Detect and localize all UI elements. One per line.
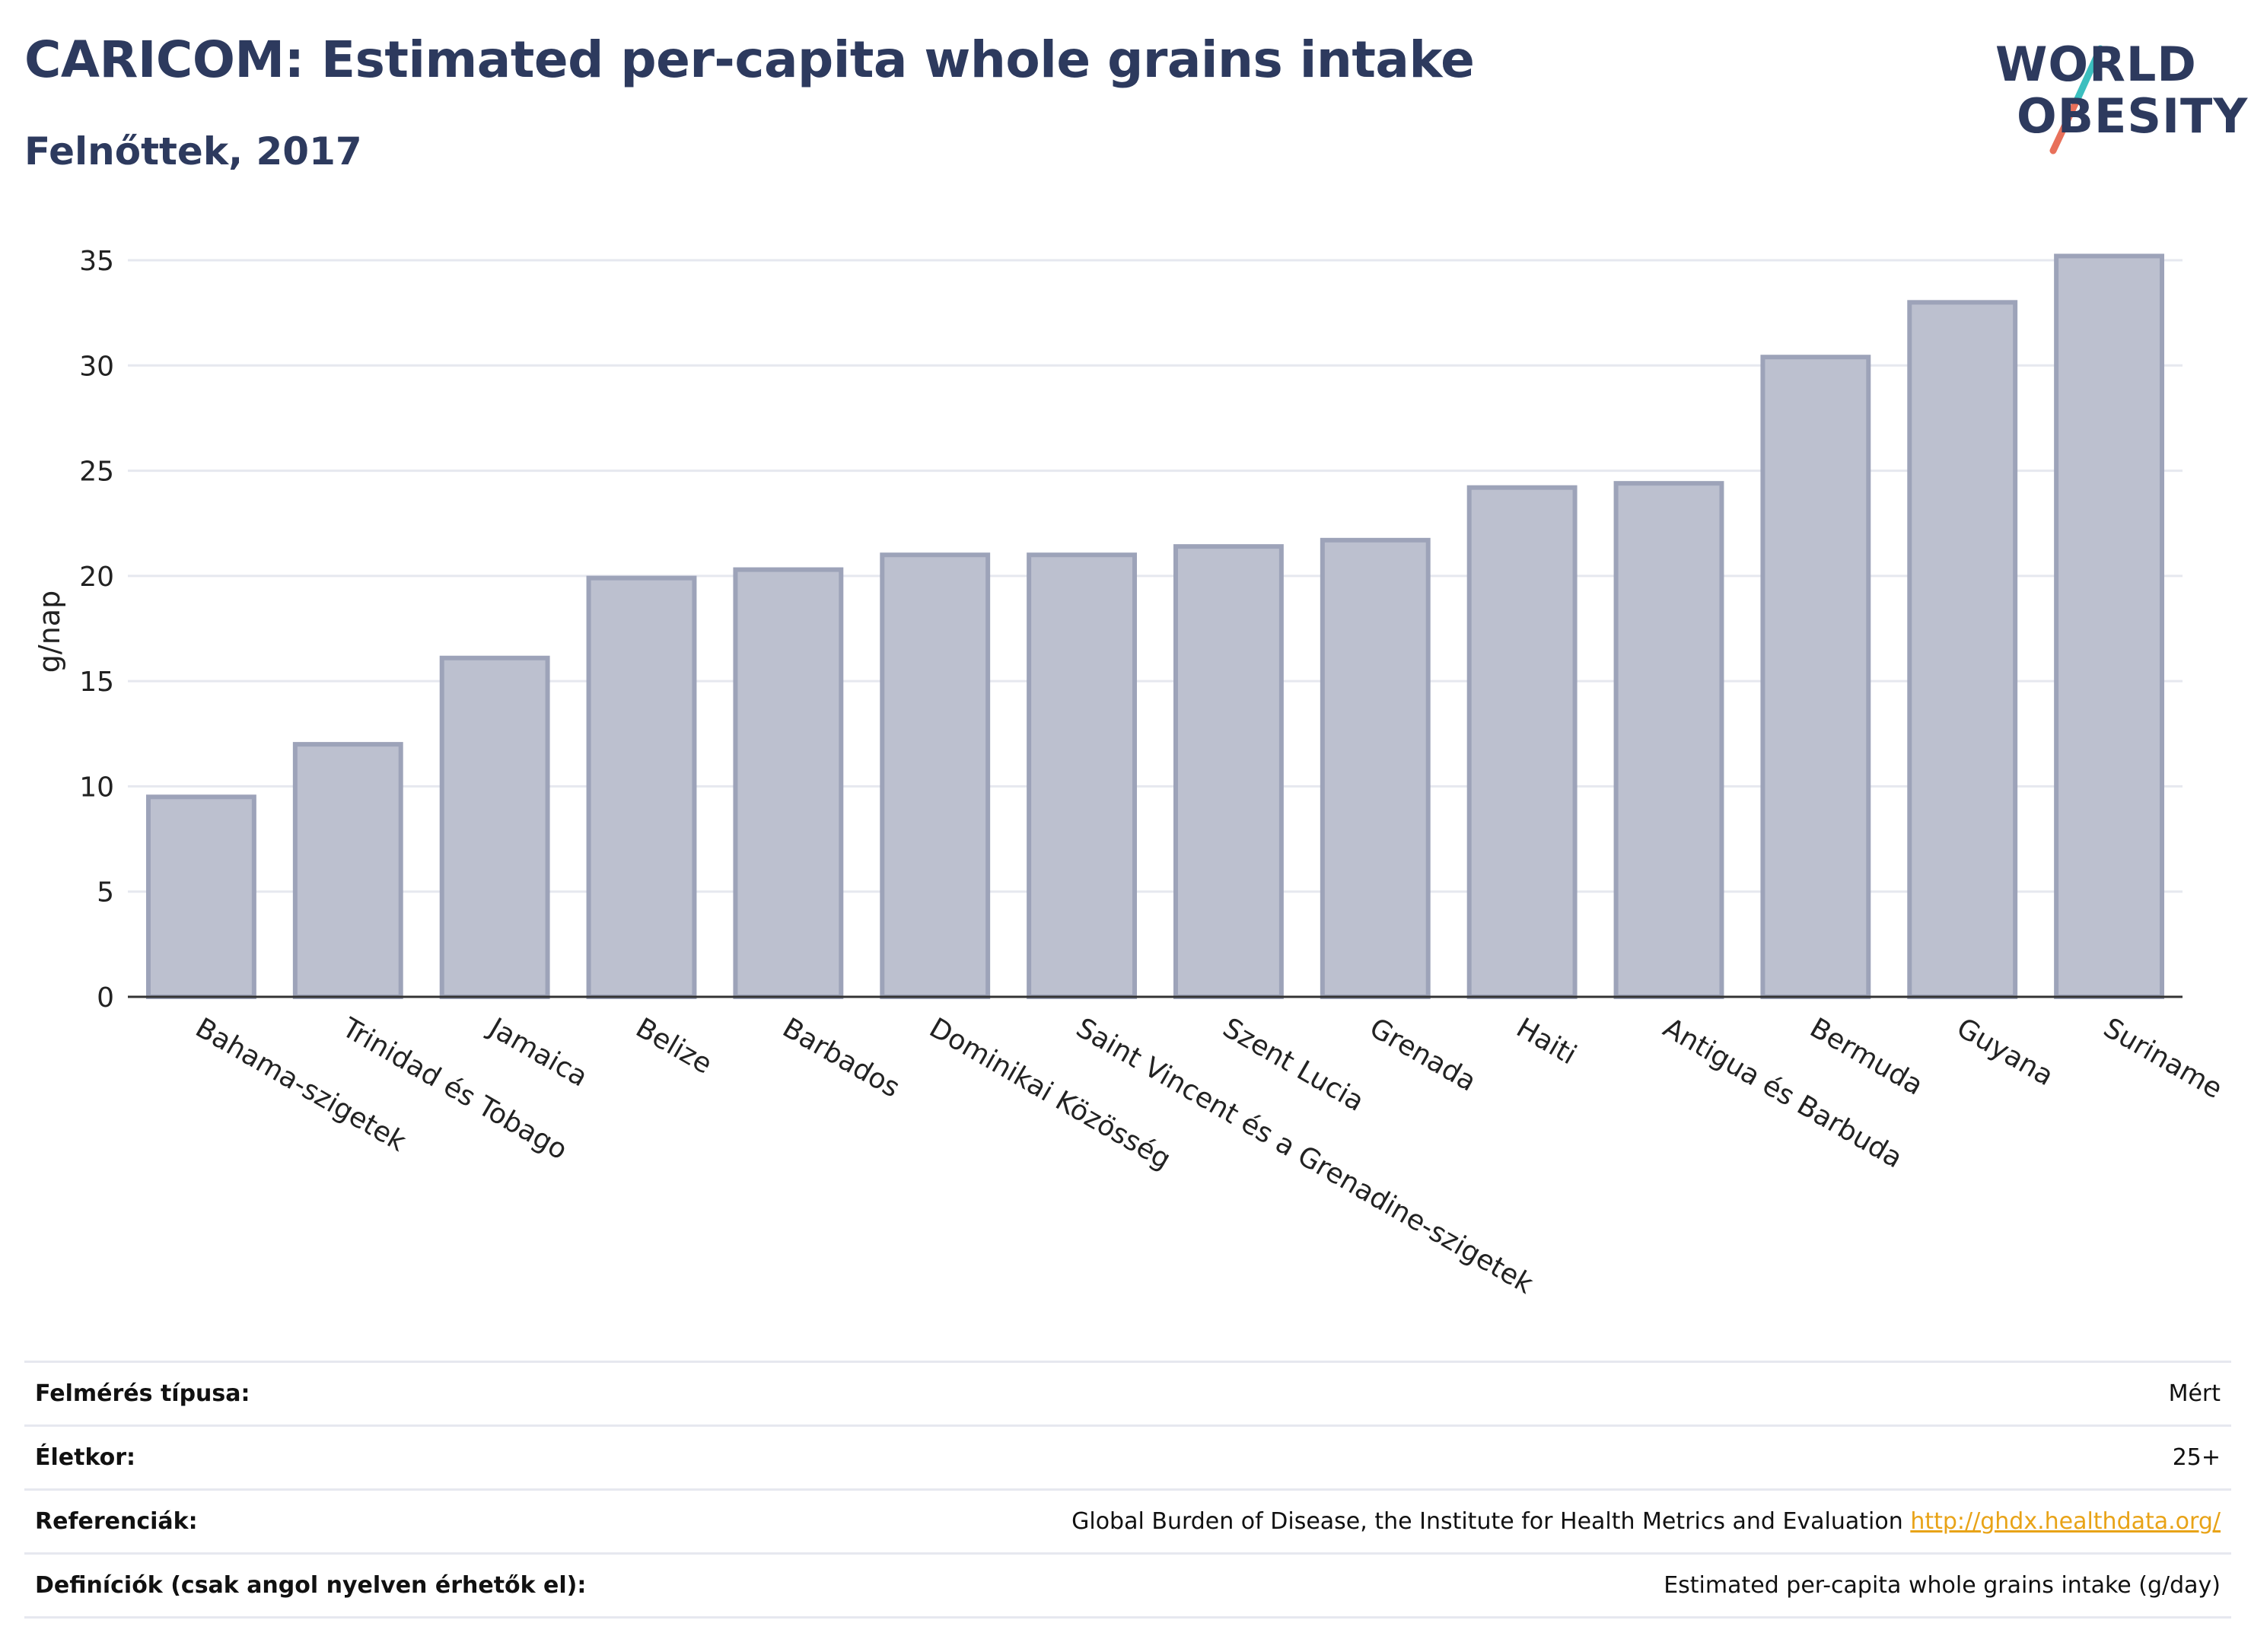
bar[interactable] [1466,485,1578,999]
x-category-label: Suriname [2098,1012,2227,1105]
info-value: Estimated per-capita whole grains intake… [749,1552,2231,1619]
y-tick-label: 25 [79,457,114,488]
info-label: Definíciók (csak angol nyelven érhetők e… [24,1552,750,1619]
chart-title: CARICOM: Estimated per-capita whole grai… [24,30,1475,89]
info-value-text: Estimated per-capita whole grains intake… [1664,1572,2221,1599]
x-category-label: Dominikai Közösség [924,1012,1176,1176]
x-category-label: Antigua és Barbuda [1658,1012,1908,1174]
bar[interactable] [1320,537,1431,999]
info-label: Referenciák: [24,1488,750,1554]
y-tick-label: 0 [97,982,114,1014]
bar[interactable] [292,742,403,999]
bar[interactable] [586,575,697,999]
x-category-label: Grenada [1364,1012,1482,1097]
info-label: Felmérés típusa: [24,1361,750,1426]
grid-lines [128,259,2183,893]
y-tick-label: 30 [79,351,114,382]
bar[interactable] [880,552,991,999]
info-value-text: 25+ [2172,1444,2221,1471]
info-row: Életkor: 25+ [24,1424,2231,1490]
y-axis-ticks: 0 5 10 15 20 25 30 35 [79,246,114,1014]
info-table: Felmérés típusa: Mért Életkor: 25+ Referenci… [24,1361,2231,1619]
info-value: Mért [749,1361,2231,1426]
y-tick-label: 5 [97,877,114,909]
bar[interactable] [2054,253,2164,1000]
y-axis-title: g/nap [33,590,66,673]
logo-slash-icon [2049,45,2104,154]
bar[interactable] [1613,481,1724,999]
y-tick-label: 20 [79,562,114,593]
info-row: Referenciák: Global Burden of Disease, th… [24,1488,2231,1554]
bar[interactable] [1027,552,1137,999]
logo-text-world: WORLD [1995,37,2197,92]
info-row: Felmérés típusa: Mért [24,1361,2231,1426]
world-obesity-logo: WORLD OBESITY [1986,23,2247,160]
info-value: Global Burden of Disease, the Institute … [749,1488,2231,1554]
x-category-label: Haiti [1511,1012,1582,1071]
info-row: Definíciók (csak angol nyelven érhetők e… [24,1552,2231,1619]
chart-subtitle: Felnőttek, 2017 [24,129,362,173]
bar[interactable] [439,655,550,999]
y-tick-label: 35 [79,246,114,277]
x-category-label: Jamaica [482,1011,593,1093]
info-value: 25+ [749,1424,2231,1490]
info-label: Életkor: [24,1424,750,1490]
bar[interactable] [1907,300,2018,1000]
info-value-text: Global Burden of Disease, the Institute … [1071,1508,1903,1535]
bar[interactable] [1173,544,1284,999]
y-tick-label: 15 [79,667,114,698]
x-category-label: Guyana [1951,1012,2058,1092]
bar[interactable] [733,567,844,999]
x-category-label: Barbados [777,1012,905,1104]
x-category-label: Bermuda [1804,1012,1928,1101]
bars [146,253,2164,1000]
bar[interactable] [1760,355,1871,1000]
info-value-text: Mért [2168,1380,2221,1407]
reference-link[interactable]: http://ghdx.healthdata.org/ [1910,1508,2221,1535]
bar[interactable] [146,794,256,999]
logo-text-obesity: OBESITY [2017,88,2249,144]
x-category-label: Belize [631,1012,718,1080]
y-tick-label: 10 [79,772,114,803]
